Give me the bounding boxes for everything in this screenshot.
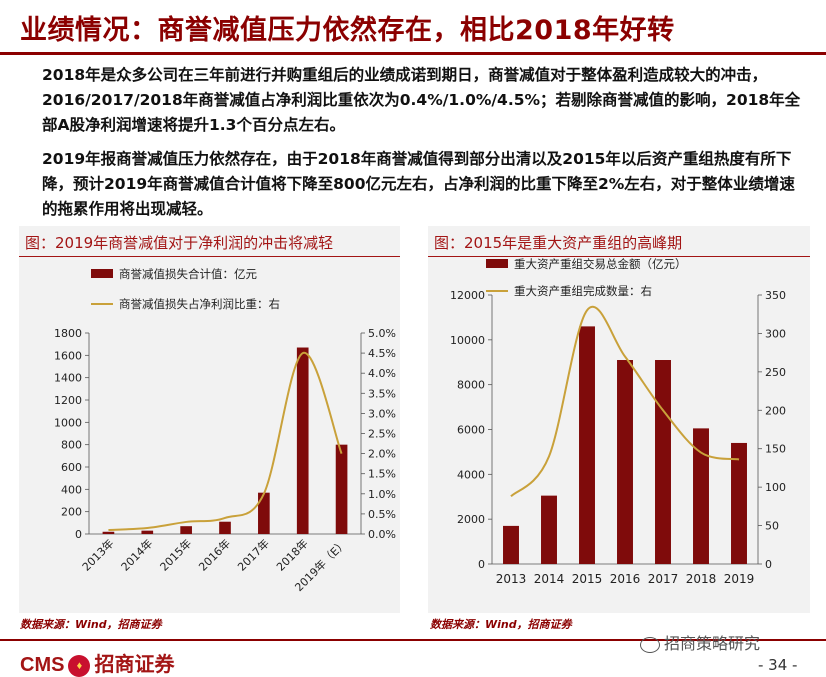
- title-divider: [0, 52, 826, 55]
- x-axis-tick-label: 2014: [534, 572, 565, 586]
- left-axis-tick-label: 6000: [457, 424, 485, 437]
- right-axis-tick-label: 2.5%: [368, 428, 396, 441]
- right-axis-tick-label: 1.0%: [368, 488, 396, 501]
- bar-2013: [503, 525, 519, 564]
- watermark: 招商策略研究: [640, 630, 760, 654]
- left-axis-tick-label: 0: [478, 558, 485, 571]
- x-axis-tick-label: 2013年: [79, 536, 116, 573]
- bar-2016年: [219, 521, 231, 534]
- wechat-icon: [640, 636, 660, 653]
- bar-2013年: [102, 531, 115, 534]
- left-axis-tick-label: 1000: [54, 416, 82, 429]
- left-axis-tick-label: 600: [61, 461, 82, 474]
- x-axis-tick-label: 2014年: [118, 536, 155, 573]
- bar-2019: [731, 442, 747, 564]
- paragraph-1: 2018年是众多公司在三年前进行并购重组后的业绩成诺到期日，商誉减值对于整体盈利…: [42, 66, 801, 134]
- x-axis-tick-label: 2015: [572, 572, 603, 586]
- right-axis-tick-label: 4.5%: [368, 347, 396, 360]
- x-axis-tick-label: 2018年: [273, 536, 310, 573]
- right-axis-tick-label: 3.0%: [368, 407, 396, 420]
- right-axis-tick-label: 0.5%: [368, 508, 396, 521]
- right-axis-tick-label: 5.0%: [368, 327, 396, 340]
- left-chart-panel: 图：2019年商誉减值对于净利润的冲击将减轻 商誉减值损失合计值：亿元 商誉减值损…: [19, 226, 400, 613]
- bar-2014年: [141, 530, 154, 534]
- right-chart-svg: 重大资产重组交易总金额（亿元）重大资产重组完成数量：右0200040006000…: [450, 257, 786, 586]
- bar-2015年: [180, 526, 192, 534]
- x-axis-tick-label: 2016年: [196, 536, 233, 573]
- logo-emblem-icon: ♦: [68, 654, 91, 677]
- left-axis-tick-label: 800: [61, 439, 82, 452]
- x-axis-tick-label: 2017年: [235, 536, 272, 573]
- right-axis-tick-label: 0.0%: [368, 528, 396, 541]
- source-note-left: 数据来源：Wind，招商证券: [20, 618, 162, 631]
- ratio-line: [108, 352, 343, 531]
- right-chart-panel: 图：2015年是重大资产重组的高峰期 重大资产重组交易总金额（亿元） 重大资产重组…: [428, 226, 810, 613]
- right-axis-tick-label: 350: [765, 289, 786, 302]
- right-axis-tick-label: 1.5%: [368, 468, 396, 481]
- page-title: 业绩情况：商誉减值压力依然存在，相比2018年好转: [20, 15, 675, 46]
- paragraph-2: 2019年报商誉减值压力依然存在，由于2018年商誉减值得到部分出清以及2015…: [42, 150, 795, 218]
- bar-2017年: [258, 492, 270, 534]
- bar-2018: [693, 428, 709, 564]
- right-axis-tick-label: 50: [765, 520, 779, 533]
- right-chart-title: 图：2015年是重大资产重组的高峰期: [434, 234, 683, 252]
- left-axis-tick-label: 8000: [457, 379, 485, 392]
- right-axis-tick-label: 200: [765, 404, 786, 417]
- left-axis-tick-label: 12000: [450, 289, 485, 302]
- right-axis-tick-label: 2.0%: [368, 448, 396, 461]
- company-logo: CMS ♦ 招商证券: [20, 648, 174, 677]
- left-axis-tick-label: 1800: [54, 327, 82, 340]
- x-axis-tick-label: 2018: [686, 572, 717, 586]
- left-axis-tick-label: 1600: [54, 349, 82, 362]
- left-axis-tick-label: 400: [61, 483, 82, 496]
- legend-line-label: 重大资产重组完成数量：右: [514, 284, 652, 298]
- right-axis-tick-label: 250: [765, 366, 786, 379]
- x-axis-tick-label: 2019: [724, 572, 755, 586]
- page-number: - 34 -: [758, 656, 798, 674]
- left-axis-tick-label: 1200: [54, 394, 82, 407]
- x-axis-tick-label: 2017: [648, 572, 679, 586]
- right-axis-tick-label: 150: [765, 443, 786, 456]
- legend-line-label: 商誉减值损失占净利润比重：右: [119, 297, 280, 311]
- legend-bar-swatch: [91, 269, 113, 278]
- legend-bar-swatch: [486, 259, 508, 268]
- left-chart-title: 图：2019年商誉减值对于净利润的冲击将减轻: [25, 234, 334, 252]
- bar-2014: [541, 495, 557, 564]
- right-axis-tick-label: 300: [765, 327, 786, 340]
- left-axis-tick-label: 4000: [457, 468, 485, 481]
- source-note-right: 数据来源：Wind，招商证券: [430, 618, 572, 631]
- x-axis-tick-label: 2015年: [157, 536, 194, 573]
- right-chart-title-rule: [428, 256, 810, 257]
- watermark-text: 招商策略研究: [664, 634, 761, 653]
- x-axis-tick-label: 2016: [610, 572, 641, 586]
- bar-2016: [617, 360, 633, 564]
- bar-2019年（E）: [335, 444, 348, 534]
- left-axis-tick-label: 0: [75, 528, 82, 541]
- bar-2015: [579, 326, 595, 564]
- x-axis-tick-label: 2013: [496, 572, 527, 586]
- ratio-line: [510, 306, 740, 498]
- right-axis-tick-label: 4.0%: [368, 367, 396, 380]
- legend-bar-label: 商誉减值损失合计值：亿元: [119, 267, 257, 281]
- left-axis-tick-label: 200: [61, 506, 82, 519]
- right-axis-tick-label: 100: [765, 481, 786, 494]
- legend-bar-label: 重大资产重组交易总金额（亿元）: [514, 257, 687, 271]
- bar-2017: [655, 360, 671, 564]
- left-axis-tick-label: 1400: [54, 372, 82, 385]
- bar-2018年: [296, 347, 309, 534]
- footer-divider: [0, 639, 826, 641]
- left-axis-tick-label: 2000: [457, 513, 485, 526]
- left-chart-title-rule: [19, 256, 400, 257]
- right-axis-tick-label: 0: [765, 558, 772, 571]
- logo-company-name: 招商证券: [94, 654, 175, 676]
- right-axis-tick-label: 3.5%: [368, 387, 396, 400]
- left-axis-tick-label: 10000: [450, 334, 485, 347]
- logo-cms-text: CMS: [20, 654, 65, 676]
